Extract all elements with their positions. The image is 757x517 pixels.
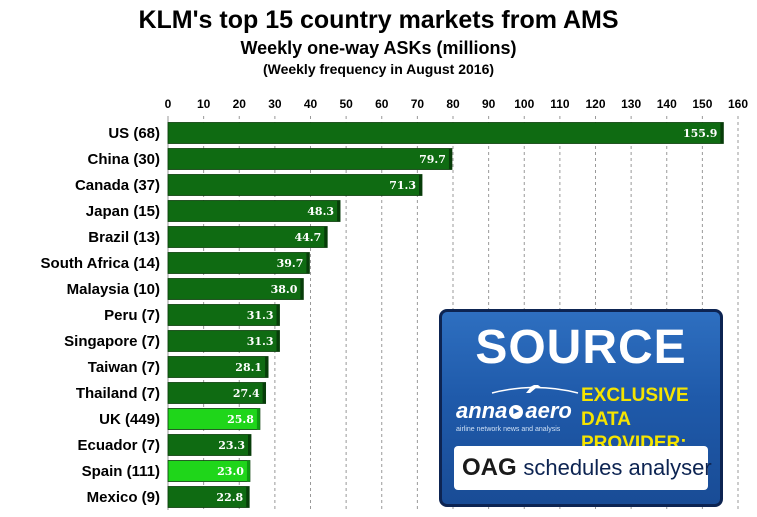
category-label: Spain (111) <box>82 463 160 480</box>
oag-logo: OAG schedules analyser <box>462 454 712 482</box>
value-label: 44.7 <box>294 231 321 244</box>
bars <box>167 122 724 508</box>
x-tick-label: 120 <box>585 97 605 111</box>
x-tick-label: 160 <box>728 97 748 111</box>
source-panel: SOURCE anna ► aero airline network news an… <box>439 309 723 507</box>
x-tick-label: 0 <box>165 97 172 111</box>
logo-text-anna: anna <box>456 398 508 423</box>
x-tick-label: 40 <box>304 97 318 111</box>
bar-edge <box>306 252 310 274</box>
x-tick-label: 10 <box>197 97 211 111</box>
oag-product: schedules analyser <box>523 455 712 480</box>
bar-edge <box>276 304 280 326</box>
bar-edge <box>256 408 260 430</box>
category-label: UK (449) <box>99 411 160 428</box>
x-axis-ticks: 0 10 20 30 40 50 60 70 80 90 100 110 120 130 140 150 160 <box>165 97 749 111</box>
x-tick-label: 110 <box>550 97 570 111</box>
bar-edge <box>265 356 269 378</box>
bar-edge <box>276 330 280 352</box>
x-tick-label: 50 <box>339 97 353 111</box>
value-label: 31.3 <box>247 335 274 348</box>
category-label: South Africa (14) <box>41 255 160 272</box>
x-tick-label: 80 <box>446 97 460 111</box>
annaaero-logo: anna ► aero <box>456 398 572 424</box>
source-heading: SOURCE <box>475 321 687 374</box>
category-label: Japan (15) <box>86 203 160 220</box>
bar-edge <box>419 174 423 196</box>
chart-title: KLM's top 15 country markets from AMS <box>138 6 619 34</box>
value-labels: 155.9 79.771.3 48.3 44.7 39.7 38.0 31.3 31.3 28.… <box>216 127 717 504</box>
bar-edge <box>324 226 328 248</box>
x-tick-label: 30 <box>268 97 282 111</box>
category-label: Peru (7) <box>104 307 160 324</box>
x-tick-label: 130 <box>621 97 641 111</box>
x-tick-label: 100 <box>514 97 534 111</box>
bar <box>167 174 423 196</box>
logo-tagline: airline network news and analysis <box>456 426 561 433</box>
value-label: 39.7 <box>277 257 304 270</box>
category-label: China (30) <box>87 151 160 168</box>
category-label: US (68) <box>108 125 160 142</box>
value-label: 23.0 <box>217 465 244 478</box>
exclusive-line-1: EXCLUSIVE <box>581 385 689 406</box>
oag-brand: OAG <box>462 454 517 481</box>
bar-edge <box>720 122 724 144</box>
value-label: 27.4 <box>233 387 260 400</box>
x-tick-label: 60 <box>375 97 389 111</box>
bar-edge <box>337 200 341 222</box>
bar-edge <box>246 486 250 508</box>
value-label: 23.3 <box>218 439 245 452</box>
bar-edge <box>300 278 304 300</box>
value-label: 48.3 <box>307 205 334 218</box>
bar-edge <box>248 434 252 456</box>
x-tick-label: 90 <box>482 97 496 111</box>
category-label: Ecuador (7) <box>77 437 160 454</box>
chart-note: (Weekly frequency in August 2016) <box>262 61 495 77</box>
oag-logo-box: OAG schedules analyser <box>454 446 712 490</box>
value-label: 22.8 <box>216 491 243 504</box>
category-label: Brazil (13) <box>88 229 160 246</box>
bar-edge <box>448 148 452 170</box>
bar <box>167 148 453 170</box>
value-label: 71.3 <box>389 179 416 192</box>
category-label: Thailand (7) <box>76 385 160 402</box>
value-label: 28.1 <box>235 361 262 374</box>
bar-edge <box>246 460 250 482</box>
category-label: Malaysia (10) <box>67 281 160 298</box>
category-label: Singapore (7) <box>64 333 160 350</box>
x-tick-label: 140 <box>657 97 677 111</box>
bar <box>167 122 724 144</box>
value-label: 25.8 <box>227 413 254 426</box>
category-label: Canada (37) <box>75 177 160 194</box>
x-tick-label: 20 <box>233 97 247 111</box>
logo-arrow-icon: ► <box>509 405 524 420</box>
value-label: 79.7 <box>419 153 446 166</box>
value-label: 155.9 <box>683 127 717 140</box>
category-label: Mexico (9) <box>87 489 160 506</box>
value-label: 38.0 <box>271 283 298 296</box>
x-tick-label: 70 <box>411 97 425 111</box>
category-label: Taiwan (7) <box>88 359 160 376</box>
logo-text-aero: aero <box>525 398 572 423</box>
plane-icon <box>491 385 579 394</box>
bar-edge <box>262 382 266 404</box>
chart-subtitle: Weekly one-way ASKs (millions) <box>240 38 517 58</box>
value-label: 31.3 <box>247 309 274 322</box>
x-tick-label: 150 <box>692 97 712 111</box>
category-labels: US (68) China (30) Canada (37) Japan (15) Br… <box>41 125 160 506</box>
